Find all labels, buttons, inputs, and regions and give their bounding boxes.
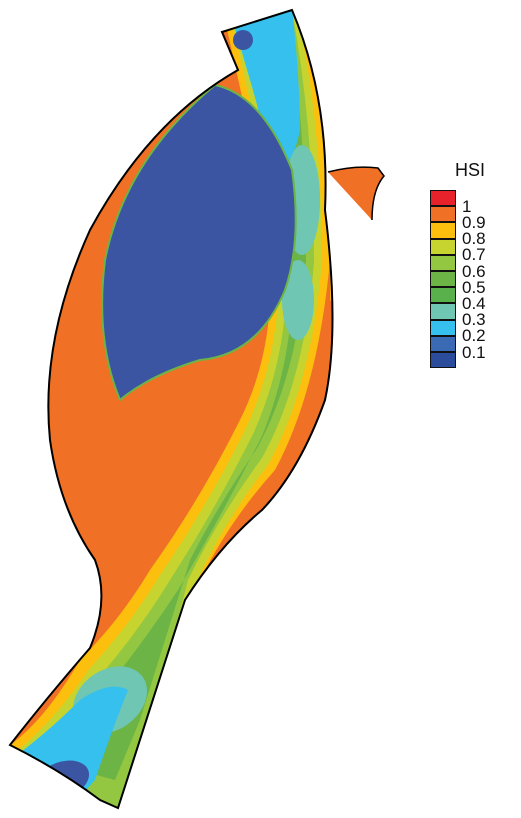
legend-title: HSI [455,160,486,180]
legend-swatch [430,351,456,369]
legend-swatch [430,254,456,271]
legend-swatch [430,270,456,288]
legend-swatch [430,222,456,239]
domain-outline [8,8,334,810]
legend-label: 0.4 [462,293,486,313]
legend-label: 0.7 [462,245,486,265]
legend-swatch [430,303,456,320]
blue-island [101,83,297,402]
legend-swatch [430,319,456,336]
legend-label: 0.2 [462,326,486,346]
legend-swatch [430,335,456,352]
legend-label: 0.6 [462,261,486,281]
legend-swatch [430,206,456,223]
legend-swatch [430,238,456,255]
legend-label: 1 [462,196,472,216]
legend-label: 0.9 [462,212,486,232]
legend-swatch [430,190,456,207]
legend-swatch [430,287,456,304]
blue-pocket-top [233,30,253,50]
legend-label: 0.3 [462,310,486,330]
legend-label: 0.1 [462,342,486,362]
teal-pool-mid [282,260,314,340]
legend-label: 0.8 [462,229,486,249]
cyan-channel-upper [232,10,300,170]
right-notch [327,166,385,221]
legend-label: 0.5 [462,277,486,297]
